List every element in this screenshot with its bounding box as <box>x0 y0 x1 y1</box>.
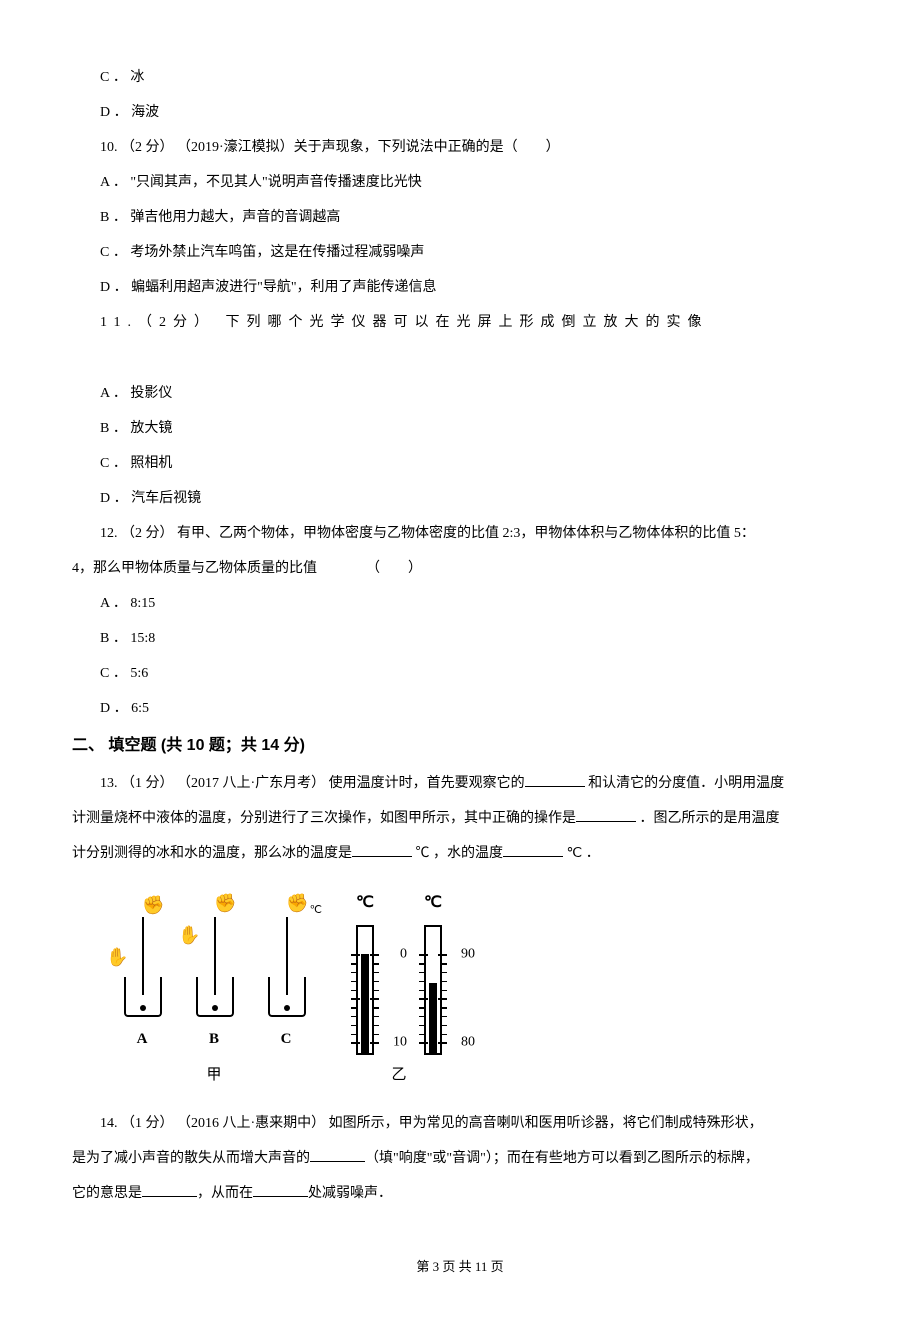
thermo-b: ✋ ✊ <box>184 877 244 1017</box>
label-a: A <box>137 1021 148 1059</box>
q12-text2: 4，那么甲物体质量与乙物体质量的比值 （ ） <box>72 551 848 586</box>
q13-part3: 计测量烧杯中液体的温度，分别进行了三次操作，如图甲所示，其中正确的操作是 <box>72 811 576 826</box>
q12-text: 12. （2 分） 有甲、乙两个物体，甲物体密度与乙物体密度的比值 2:3，甲物… <box>72 516 848 551</box>
diagram-yi-group: ℃ 0 10 <box>356 883 442 1095</box>
q11-option-a: A ． 投影仪 <box>72 376 848 411</box>
thermo-body-2: 90 80 <box>424 925 442 1055</box>
q13-part2: 和认清它的分度值．小明用温度 <box>585 776 785 791</box>
q13-text: 13. （1 分） （2017 八上·广东月考） 使用温度计时，首先要观察它的 … <box>72 766 848 871</box>
q14-part5: ，从而在 <box>197 1186 253 1201</box>
setup-c: ✊ ℃ C <box>256 877 316 1059</box>
setup-b: ✋ ✊ B <box>184 877 244 1059</box>
q13-part5: 计分别测得的冰和水的温度，那么冰的温度是 <box>72 846 352 861</box>
q12-option-c: C ． 5:6 <box>72 656 848 691</box>
q10-option-d: D ． 蝙蝠利用超声波进行"导航"，利用了声能传递信息 <box>72 270 848 305</box>
q11-text: 11.（2分） 下列哪个光学仪器可以在光屏上形成倒立放大的实像 <box>72 305 848 340</box>
unit-2: ℃ <box>424 883 442 923</box>
q13-part7: ℃ ． <box>563 846 600 861</box>
diagram-jia-group: ✋ ✊ A ✋ ✊ B ✊ ℃ C <box>112 877 316 1094</box>
q11-option-d: D ． 汽车后视镜 <box>72 481 848 516</box>
blank-4 <box>503 843 563 857</box>
q13-part1: 13. （1 分） （2017 八上·广东月考） 使用温度计时，首先要观察它的 <box>72 766 525 801</box>
q9-option-d: D ． 海波 <box>72 95 848 130</box>
q10-option-a: A ． "只闻其声，不见其人"说明声音传播速度比光快 <box>72 165 848 200</box>
blank-3 <box>352 843 412 857</box>
blank-1 <box>525 773 585 787</box>
blank-2 <box>576 808 636 822</box>
section-2-title: 二、 填空题 (共 10 题；共 14 分) <box>72 726 848 766</box>
setup-a: ✋ ✊ A <box>112 877 172 1059</box>
page-footer: 第 3 页 共 11 页 <box>72 1251 848 1284</box>
q10-option-c: C ． 考场外禁止汽车鸣笛，这是在传播过程减弱噪声 <box>72 235 848 270</box>
q14-part3: （填"响度"或"音调"）；而在有些地方可以看到乙图所示的标牌， <box>365 1151 759 1166</box>
q14-part1: 14. （1 分） （2016 八上·惠来期中） 如图所示，甲为常见的高音喇叭和… <box>72 1106 763 1141</box>
q11-option-c: C ． 照相机 <box>72 446 848 481</box>
thermometer-1: ℃ 0 10 <box>356 883 374 1055</box>
label-c: C <box>281 1021 292 1059</box>
unit-1: ℃ <box>356 883 374 923</box>
thermometer-2: ℃ 90 80 <box>424 883 442 1055</box>
blank-7 <box>253 1183 308 1197</box>
q12-option-a: A ． 8:15 <box>72 586 848 621</box>
q10-text: 10. （2 分） （2019·濠江模拟）关于声现象，下列说法中正确的是（ ） <box>72 130 848 165</box>
q12-option-d: D ． 6:5 <box>72 691 848 726</box>
q14-part2: 是为了减小声音的散失从而增大声音的 <box>72 1151 310 1166</box>
blank-6 <box>142 1183 197 1197</box>
q9-option-c: C ． 冰 <box>72 60 848 95</box>
q13-part6: ℃ ，水的温度 <box>412 846 503 861</box>
diagram-jia: ✋ ✊ A ✋ ✊ B ✊ ℃ C <box>112 877 316 1059</box>
thermo-body-1: 0 10 <box>356 925 374 1055</box>
thermo-a: ✋ ✊ <box>112 877 172 1017</box>
q13-figure: ✋ ✊ A ✋ ✊ B ✊ ℃ C <box>112 877 848 1094</box>
label-b: B <box>209 1021 219 1059</box>
label-yi: 乙 <box>356 1057 442 1095</box>
q14-text: 14. （1 分） （2016 八上·惠来期中） 如图所示，甲为常见的高音喇叭和… <box>72 1106 848 1211</box>
q10-option-b: B ． 弹吉他用力越大，声音的音调越高 <box>72 200 848 235</box>
q12-option-b: B ． 15:8 <box>72 621 848 656</box>
thermo-c: ✊ ℃ <box>256 877 316 1017</box>
q13-part4: ．图乙所示的是用温度 <box>636 811 780 826</box>
q11-option-b: B ． 放大镜 <box>72 411 848 446</box>
q14-part4: 它的意思是 <box>72 1186 142 1201</box>
blank-5 <box>310 1148 365 1162</box>
diagram-yi: ℃ 0 10 <box>356 883 442 1055</box>
q14-part6: 处减弱噪声． <box>308 1186 392 1201</box>
label-jia: 甲 <box>112 1057 316 1095</box>
